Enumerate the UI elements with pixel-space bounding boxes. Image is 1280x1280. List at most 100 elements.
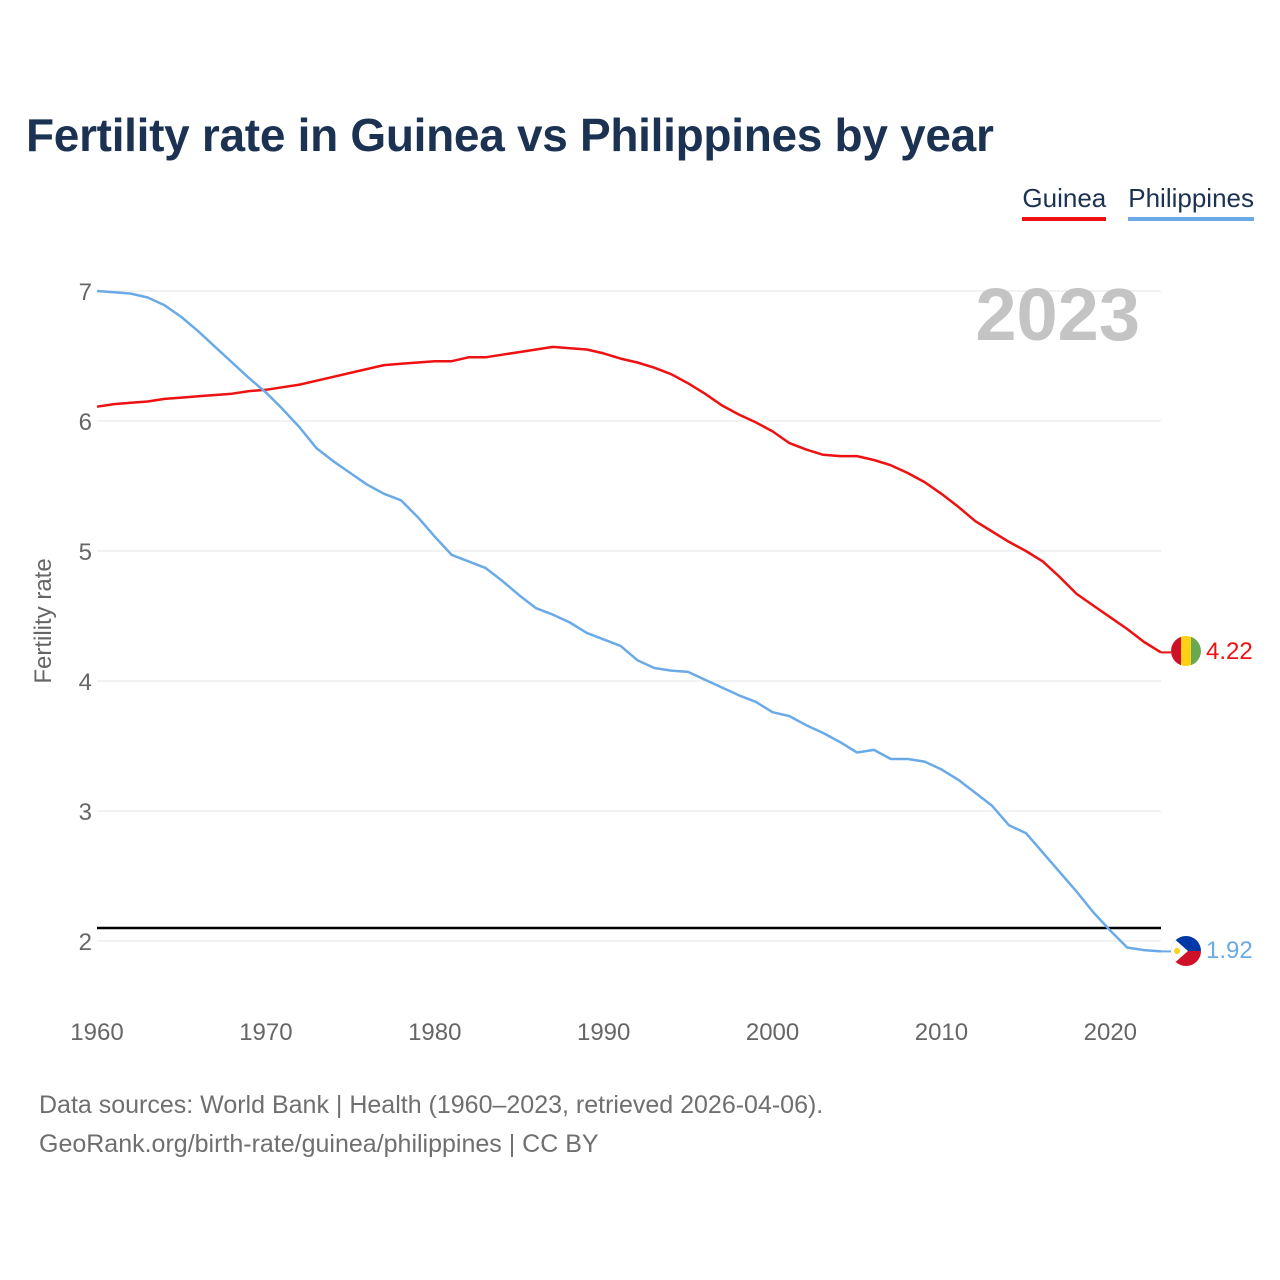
data-point-philippines[interactable]: [397, 496, 405, 504]
data-point-philippines[interactable]: [448, 551, 456, 559]
data-point-philippines[interactable]: [718, 684, 726, 692]
data-point-philippines[interactable]: [279, 405, 287, 413]
data-point-guinea[interactable]: [481, 353, 489, 361]
data-point-philippines[interactable]: [887, 755, 895, 763]
data-point-guinea[interactable]: [600, 349, 608, 357]
data-point-guinea[interactable]: [1157, 648, 1165, 656]
data-point-guinea[interactable]: [127, 399, 135, 407]
data-point-guinea[interactable]: [937, 490, 945, 498]
data-point-guinea[interactable]: [144, 398, 152, 406]
data-point-guinea[interactable]: [954, 503, 962, 511]
data-point-philippines[interactable]: [954, 776, 962, 784]
data-point-guinea[interactable]: [870, 456, 878, 464]
data-point-philippines[interactable]: [600, 635, 608, 643]
data-point-philippines[interactable]: [971, 789, 979, 797]
data-point-philippines[interactable]: [414, 513, 422, 521]
data-point-philippines[interactable]: [1123, 944, 1131, 952]
data-point-philippines[interactable]: [921, 758, 929, 766]
data-point-guinea[interactable]: [211, 391, 219, 399]
data-point-philippines[interactable]: [870, 746, 878, 754]
data-point-guinea[interactable]: [752, 418, 760, 426]
data-point-philippines[interactable]: [127, 290, 135, 298]
data-point-guinea[interactable]: [110, 400, 118, 408]
data-point-guinea[interactable]: [549, 343, 557, 351]
data-point-guinea[interactable]: [161, 395, 169, 403]
data-point-philippines[interactable]: [1022, 829, 1030, 837]
data-point-guinea[interactable]: [701, 390, 709, 398]
data-point-philippines[interactable]: [211, 343, 219, 351]
data-point-guinea[interactable]: [633, 359, 641, 367]
data-point-guinea[interactable]: [329, 373, 337, 381]
data-point-philippines[interactable]: [329, 457, 337, 465]
data-point-guinea[interactable]: [448, 357, 456, 365]
data-point-guinea[interactable]: [769, 427, 777, 435]
data-point-philippines[interactable]: [937, 765, 945, 773]
data-point-guinea[interactable]: [1073, 590, 1081, 598]
data-point-guinea[interactable]: [498, 351, 506, 359]
data-point-guinea[interactable]: [296, 381, 304, 389]
data-point-philippines[interactable]: [498, 577, 506, 585]
data-point-guinea[interactable]: [650, 364, 658, 372]
data-point-philippines[interactable]: [93, 287, 101, 295]
data-point-philippines[interactable]: [1157, 947, 1165, 955]
data-point-philippines[interactable]: [1056, 868, 1064, 876]
data-point-guinea[interactable]: [971, 517, 979, 525]
data-point-philippines[interactable]: [1005, 821, 1013, 829]
data-point-philippines[interactable]: [431, 533, 439, 541]
data-point-guinea[interactable]: [617, 355, 625, 363]
series-line-guinea[interactable]: [96, 345, 1162, 654]
data-point-guinea[interactable]: [465, 353, 473, 361]
data-point-guinea[interactable]: [785, 439, 793, 447]
data-point-guinea[interactable]: [380, 361, 388, 369]
data-point-philippines[interactable]: [1106, 927, 1114, 935]
data-point-guinea[interactable]: [921, 478, 929, 486]
data-point-philippines[interactable]: [245, 374, 253, 382]
legend-item-philippines[interactable]: Philippines: [1128, 183, 1254, 221]
data-point-guinea[interactable]: [414, 359, 422, 367]
data-point-guinea[interactable]: [515, 348, 523, 356]
data-point-guinea[interactable]: [566, 344, 574, 352]
data-point-philippines[interactable]: [735, 691, 743, 699]
data-point-philippines[interactable]: [650, 664, 658, 672]
data-point-philippines[interactable]: [684, 668, 692, 676]
data-point-guinea[interactable]: [431, 357, 439, 365]
data-point-guinea[interactable]: [735, 411, 743, 419]
data-point-philippines[interactable]: [465, 557, 473, 565]
data-point-philippines[interactable]: [617, 642, 625, 650]
data-point-philippines[interactable]: [161, 301, 169, 309]
data-point-guinea[interactable]: [887, 461, 895, 469]
data-point-guinea[interactable]: [1022, 547, 1030, 555]
data-point-philippines[interactable]: [481, 564, 489, 572]
data-point-guinea[interactable]: [93, 403, 101, 411]
data-point-guinea[interactable]: [802, 446, 810, 454]
data-point-philippines[interactable]: [752, 698, 760, 706]
data-point-philippines[interactable]: [346, 469, 354, 477]
data-point-guinea[interactable]: [228, 390, 236, 398]
data-point-philippines[interactable]: [802, 721, 810, 729]
data-point-philippines[interactable]: [296, 424, 304, 432]
data-point-guinea[interactable]: [177, 394, 185, 402]
data-point-philippines[interactable]: [904, 755, 912, 763]
data-point-guinea[interactable]: [279, 383, 287, 391]
data-point-philippines[interactable]: [363, 481, 371, 489]
data-point-philippines[interactable]: [819, 729, 827, 737]
data-point-guinea[interactable]: [583, 346, 591, 354]
data-point-guinea[interactable]: [836, 452, 844, 460]
data-point-guinea[interactable]: [819, 451, 827, 459]
data-point-philippines[interactable]: [532, 604, 540, 612]
data-point-philippines[interactable]: [262, 388, 270, 396]
data-point-guinea[interactable]: [313, 377, 321, 385]
data-point-philippines[interactable]: [177, 313, 185, 321]
data-point-guinea[interactable]: [1005, 538, 1013, 546]
data-point-guinea[interactable]: [718, 401, 726, 409]
data-point-philippines[interactable]: [988, 802, 996, 810]
data-point-guinea[interactable]: [245, 387, 253, 395]
data-point-guinea[interactable]: [397, 360, 405, 368]
data-point-guinea[interactable]: [684, 379, 692, 387]
data-point-philippines[interactable]: [549, 611, 557, 619]
data-point-philippines[interactable]: [1140, 946, 1148, 954]
data-point-guinea[interactable]: [1123, 625, 1131, 633]
data-point-guinea[interactable]: [194, 392, 202, 400]
legend-item-guinea[interactable]: Guinea: [1022, 183, 1107, 221]
data-point-guinea[interactable]: [363, 365, 371, 373]
